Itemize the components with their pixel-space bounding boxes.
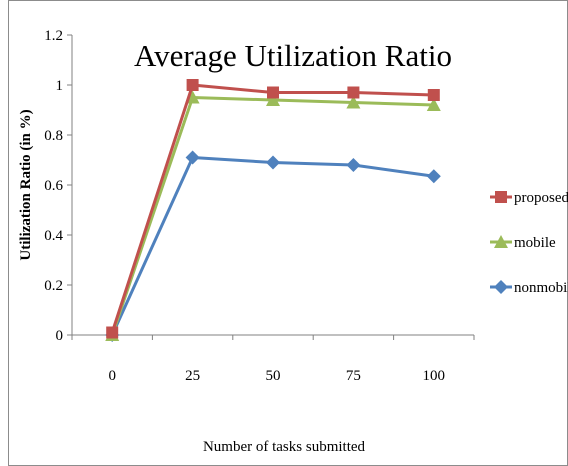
data-point-mobile (266, 93, 280, 106)
legend-marker-nonmobile (494, 280, 508, 294)
data-point-nonmobile (266, 155, 280, 170)
data-point-nonmobile (346, 158, 361, 172)
series-layer (105, 79, 441, 342)
data-point-proposed (106, 326, 119, 339)
y-tick-label: 0 (56, 328, 64, 344)
data-point-proposed (427, 89, 440, 101)
legend-marker-proposed (495, 191, 507, 203)
y-tick-label: 1.2 (44, 28, 63, 44)
x-tick-label: 50 (266, 368, 281, 384)
x-ticks: 0 25 50 75 100 (71, 335, 475, 384)
y-tick-label: 1 (56, 78, 64, 94)
legend: proposed mobile nonmobile (490, 190, 568, 296)
y-tick-label: 0.2 (44, 278, 63, 294)
x-axis-label: Number of tasks submitted (203, 439, 366, 455)
legend-label-mobile: mobile (514, 235, 556, 251)
x-tick-label: 100 (423, 368, 446, 384)
y-tick-label: 0.6 (44, 178, 63, 194)
x-tick-label: 25 (185, 368, 200, 384)
legend-label-nonmobile: nonmobile (514, 280, 568, 296)
x-tick-label: 0 (108, 368, 116, 384)
data-point-proposed (267, 86, 279, 99)
x-tick-label: 75 (346, 368, 361, 384)
chart-frame (8, 0, 568, 466)
y-axis-label: Utilization Ratio (in %) (18, 109, 34, 260)
chart-title: Average Utilization Ratio (134, 38, 452, 73)
series-proposed (106, 79, 440, 339)
data-point-proposed (186, 79, 199, 91)
y-tick-label: 0.8 (44, 128, 63, 144)
data-point-mobile (426, 98, 441, 111)
legend-label-proposed: proposed (514, 190, 568, 206)
y-ticks: 0 0.2 0.4 0.6 0.8 1 1.2 (44, 28, 72, 344)
y-tick-label: 0.4 (44, 228, 63, 244)
data-point-proposed (347, 86, 360, 99)
legend-marker-mobile (494, 235, 508, 248)
data-point-nonmobile (426, 169, 441, 184)
data-point-nonmobile (185, 150, 200, 165)
data-point-mobile (346, 95, 361, 109)
